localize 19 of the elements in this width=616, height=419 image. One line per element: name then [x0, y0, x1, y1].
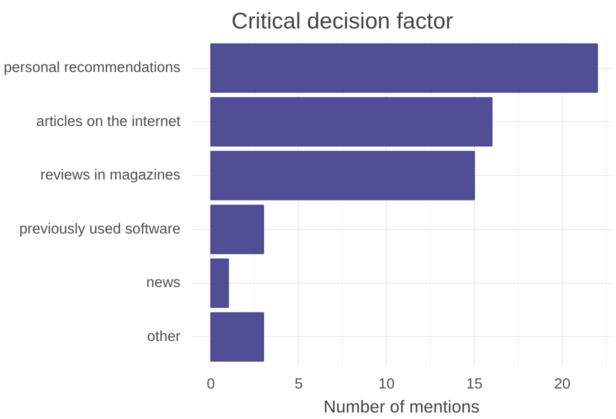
y-tick-label: other — [147, 328, 181, 345]
x-tick-label: 15 — [466, 376, 483, 392]
bar — [210, 312, 264, 362]
y-tick-label: previously used software — [19, 221, 181, 238]
y-tick-label: articles on the internet — [36, 114, 180, 130]
x-tick-label: 5 — [294, 376, 303, 392]
y-tick-label: personal recommendations — [4, 60, 181, 76]
bar — [210, 43, 598, 93]
bar — [210, 150, 475, 200]
bar — [210, 97, 492, 147]
y-tick-label: news — [146, 275, 181, 292]
bar — [210, 258, 229, 308]
chart-title: Critical decision factor — [232, 8, 454, 34]
x-tick-label: 20 — [554, 376, 570, 392]
x-tick-label: 0 — [206, 376, 215, 392]
bar — [210, 204, 264, 254]
x-axis-title: Number of mentions — [323, 396, 480, 416]
y-tick-label: reviews in magazines — [40, 168, 180, 184]
x-tick-label: 10 — [378, 376, 395, 392]
